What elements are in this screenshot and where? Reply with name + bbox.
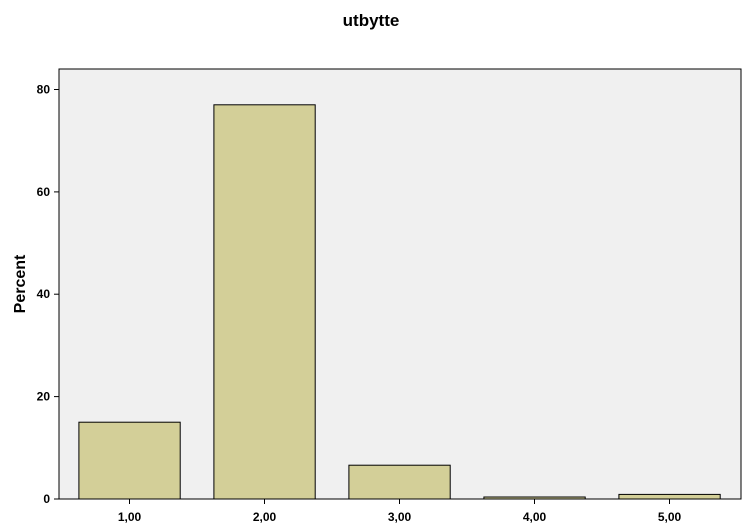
bar-4 [483,496,586,500]
bar-2 [213,104,316,500]
x-tick-label: 1,00 [118,510,142,524]
x-tick-label: 2,00 [253,510,277,524]
y-tick-label: 80 [37,83,51,97]
x-axis: 1,00 2,00 3,00 4,00 5,00 [118,499,682,524]
y-tick-label: 60 [37,185,51,199]
bar-5 [618,493,721,500]
x-tick-label: 3,00 [388,510,412,524]
bar-1 [78,421,181,500]
bar-3 [348,464,451,500]
y-axis: 0 20 40 60 80 [37,83,59,506]
x-tick-label: 5,00 [658,510,682,524]
y-tick-label: 0 [43,492,50,506]
y-tick-label: 40 [37,287,51,301]
chart-title: utbytte [343,11,400,30]
y-axis-label: Percent [12,254,29,313]
x-tick-label: 4,00 [523,510,547,524]
bars-group [78,104,721,500]
y-tick-label: 20 [37,390,51,404]
